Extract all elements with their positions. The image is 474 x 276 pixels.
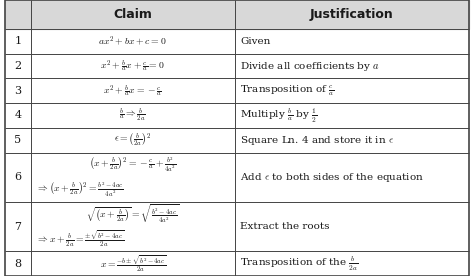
Text: 3: 3 bbox=[14, 86, 21, 96]
Text: Transposition of $\frac{c}{a}$: Transposition of $\frac{c}{a}$ bbox=[240, 84, 335, 98]
Text: Divide all coefficients by $a$: Divide all coefficients by $a$ bbox=[240, 60, 380, 73]
Text: Claim: Claim bbox=[113, 8, 152, 21]
Text: 7: 7 bbox=[14, 222, 21, 232]
Text: Square Ln. 4 and store it in $\epsilon$: Square Ln. 4 and store it in $\epsilon$ bbox=[240, 134, 394, 147]
Text: Justification: Justification bbox=[310, 8, 394, 21]
Text: $ax^2 + bx + c = 0$: $ax^2 + bx + c = 0$ bbox=[99, 34, 167, 48]
Text: 1: 1 bbox=[14, 36, 21, 46]
Text: 8: 8 bbox=[14, 259, 21, 269]
Text: 5: 5 bbox=[14, 135, 21, 145]
Text: 4: 4 bbox=[14, 110, 21, 121]
Polygon shape bbox=[5, 0, 469, 29]
Text: Multiply $\frac{b}{a}$ by $\frac{1}{2}$: Multiply $\frac{b}{a}$ by $\frac{1}{2}$ bbox=[240, 106, 318, 125]
Text: $\frac{b}{a} \Rightarrow \frac{b}{2a}$: $\frac{b}{a} \Rightarrow \frac{b}{2a}$ bbox=[119, 107, 146, 124]
Text: $\epsilon = \left(\frac{b}{2a}\right)^2$: $\epsilon = \left(\frac{b}{2a}\right)^2$ bbox=[114, 132, 151, 148]
Text: $\Rightarrow \left(x + \frac{b}{2a}\right)^2 = \frac{b^2-4ac}{4a^2}$: $\Rightarrow \left(x + \frac{b}{2a}\righ… bbox=[36, 181, 123, 199]
Text: 6: 6 bbox=[14, 172, 21, 182]
Text: $\sqrt{\left(x + \frac{b}{2a}\right)} = \sqrt{\frac{b^2-4ac}{4a^2}}$: $\sqrt{\left(x + \frac{b}{2a}\right)} = … bbox=[86, 202, 180, 225]
Text: $\Rightarrow x + \frac{b}{2a} = \frac{\pm\sqrt{b^2-4ac}}{2a}$: $\Rightarrow x + \frac{b}{2a} = \frac{\p… bbox=[36, 229, 124, 250]
Text: Add $\epsilon$ to both sides of the equation: Add $\epsilon$ to both sides of the equa… bbox=[240, 171, 424, 184]
Text: Extract the roots: Extract the roots bbox=[240, 222, 330, 231]
Text: $x^2 + \frac{b}{a}x = -\frac{c}{a}$: $x^2 + \frac{b}{a}x = -\frac{c}{a}$ bbox=[103, 83, 162, 99]
Text: $\left(x + \frac{b}{2a}\right)^2 = -\frac{c}{a} + \frac{b^2}{4a^2}$: $\left(x + \frac{b}{2a}\right)^2 = -\fra… bbox=[89, 155, 176, 174]
Text: Transposition of the $\frac{b}{2a}$: Transposition of the $\frac{b}{2a}$ bbox=[240, 254, 359, 273]
Text: Given: Given bbox=[240, 37, 271, 46]
Text: 2: 2 bbox=[14, 61, 21, 71]
Text: $x^2 + \frac{b}{a}x + \frac{c}{a} = 0$: $x^2 + \frac{b}{a}x + \frac{c}{a} = 0$ bbox=[100, 58, 165, 74]
Text: $x = \frac{-b \pm \sqrt{b^2-4ac}}{2a}$: $x = \frac{-b \pm \sqrt{b^2-4ac}}{2a}$ bbox=[100, 254, 166, 274]
